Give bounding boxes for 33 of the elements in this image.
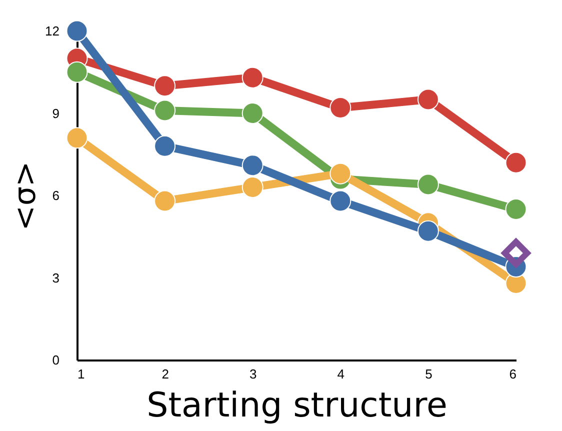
y-axis-title: <σ> bbox=[8, 161, 44, 231]
point bbox=[502, 238, 530, 268]
y-tick-label: 12 bbox=[45, 24, 60, 38]
point bbox=[330, 190, 352, 212]
point bbox=[66, 61, 88, 83]
x-tick-label: 6 bbox=[509, 366, 516, 382]
x-tick-label: 4 bbox=[337, 366, 345, 382]
point bbox=[154, 190, 176, 212]
point bbox=[417, 174, 439, 196]
point bbox=[505, 152, 527, 174]
point bbox=[505, 198, 527, 220]
point bbox=[242, 66, 264, 88]
point bbox=[330, 162, 352, 184]
x-tick-label: 5 bbox=[425, 366, 432, 382]
y-tick-label: 9 bbox=[52, 106, 60, 121]
point bbox=[154, 135, 176, 157]
point bbox=[66, 20, 88, 42]
point bbox=[242, 176, 264, 198]
x-tick-label: 3 bbox=[249, 366, 257, 382]
point bbox=[417, 220, 439, 242]
point bbox=[417, 88, 439, 110]
point bbox=[154, 75, 176, 97]
point bbox=[66, 127, 88, 149]
point bbox=[242, 154, 264, 176]
point bbox=[242, 102, 264, 124]
y-tick-label: 3 bbox=[52, 270, 60, 286]
point bbox=[330, 97, 352, 118]
x-axis-title: Starting structure bbox=[146, 386, 448, 426]
y-tick-label: 6 bbox=[52, 188, 60, 203]
point bbox=[154, 100, 176, 122]
x-tick-label: 2 bbox=[162, 366, 169, 382]
y-tick-label: 0 bbox=[52, 352, 60, 368]
x-tick-label: 1 bbox=[78, 366, 85, 382]
